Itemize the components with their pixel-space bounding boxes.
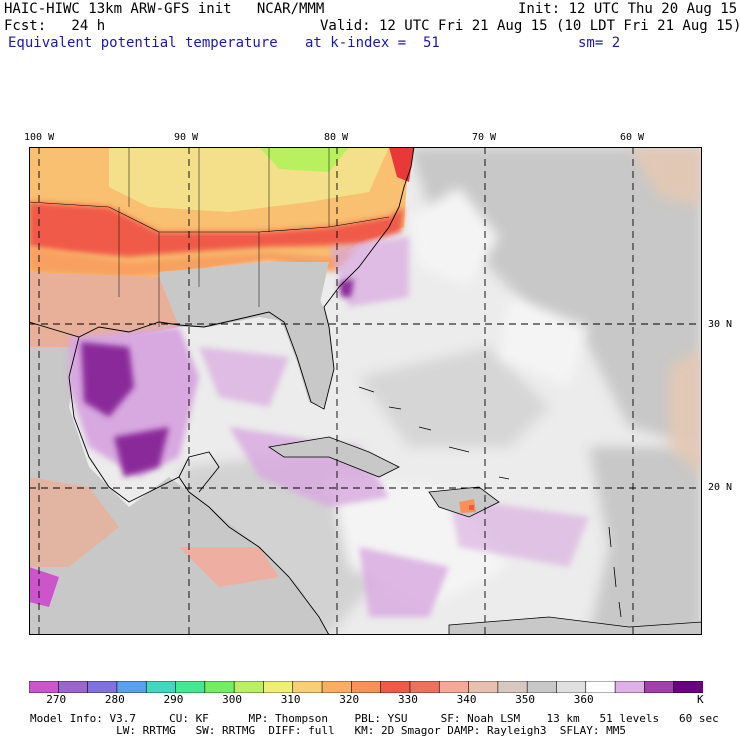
- colorbar-tick-label: 350: [515, 693, 536, 706]
- colorbar-swatch: [29, 681, 60, 693]
- hispaniola-red: [469, 505, 474, 510]
- lon-label-70w: 70 W: [472, 132, 497, 143]
- colorbar-tick-label: 360: [573, 693, 594, 706]
- colorbar-tick-label: 310: [280, 693, 301, 706]
- orange-band: [29, 247, 359, 277]
- us-green-patch: [259, 147, 349, 172]
- mid-atlantic-red: [389, 147, 414, 182]
- valid-time: Valid: 12 UTC Fri 21 Aug 15 (10 LDT Fri …: [320, 18, 740, 34]
- colorbar-swatch: [468, 681, 499, 693]
- lon-label-80w: 80 W: [324, 132, 349, 143]
- colorbar: [29, 681, 703, 693]
- colorbar-tick-label: 330: [398, 693, 418, 706]
- colorbar-swatch: [585, 681, 616, 693]
- lat-lon-grid: [29, 147, 702, 635]
- colorbar-swatch: [644, 681, 675, 693]
- cuba-land: [267, 436, 400, 478]
- theta-e-map: [29, 147, 702, 635]
- colorbar-swatch: [614, 681, 646, 693]
- colorbar-swatch: [497, 681, 528, 693]
- lon-label-60w: 60 W: [620, 132, 645, 143]
- model-title: HAIC-HIWC 13km ARW-GFS init NCAR/MMM: [4, 1, 325, 17]
- colorbar-swatch: [57, 681, 89, 693]
- colorbar-unit: K: [697, 693, 704, 706]
- colorbar-swatch: [116, 681, 148, 693]
- colorbar-swatch: [145, 681, 177, 693]
- model-info-line1: Model Info: V3.7 CU: KF MP: Thompson PBL…: [30, 712, 719, 725]
- colorbar-tick-label: 300: [222, 693, 242, 706]
- colorbar-swatch: [87, 681, 118, 693]
- peach-ocean-east: [629, 147, 702, 477]
- forecast-hour: Fcst: 24 h: [4, 18, 106, 34]
- red-band: [29, 202, 404, 257]
- map-frame: [29, 147, 702, 635]
- gulf-purple-convection: [69, 237, 589, 617]
- pacific-magenta: [29, 567, 59, 607]
- colorbar-swatch: [175, 681, 206, 693]
- smoothing: sm= 2: [578, 35, 621, 51]
- init-time: Init: 12 UTC Thu 20 Aug 15: [518, 1, 738, 17]
- colorbar-swatch: [233, 681, 265, 693]
- colorbar-swatch: [292, 681, 323, 693]
- colorbar-swatch: [380, 681, 411, 693]
- lat-label-20n: 20 N: [708, 482, 733, 493]
- colorbar-swatch: [263, 681, 294, 693]
- central-america-salmon: [179, 547, 279, 587]
- colorbar-swatch: [351, 681, 382, 693]
- model-info-line2: LW: RRTMG SW: RRTMG DIFF: full KM: 2D Sm…: [30, 724, 627, 737]
- colorbar-swatch: [556, 681, 587, 693]
- colorbar-swatch: [526, 681, 558, 693]
- colorbar-tick-label: 270: [46, 693, 67, 706]
- colorbar-swatch: [409, 681, 441, 693]
- colorbar-swatch: [204, 681, 235, 693]
- colorbar-swatch: [321, 681, 353, 693]
- lat-label-30n: 30 N: [708, 319, 733, 330]
- dark-purple-cores: [81, 279, 354, 477]
- colorbar-swatch: [673, 681, 703, 693]
- colorbar-tick-label: 340: [456, 693, 477, 706]
- colorbar-tick-label: 290: [163, 693, 184, 706]
- lon-label-100w: 100 W: [24, 132, 55, 143]
- colorbar-tick-label: 280: [104, 693, 125, 706]
- south-america-land: [448, 616, 702, 635]
- lon-label-90w: 90 W: [174, 132, 199, 143]
- mexico-peach-land: [29, 477, 119, 567]
- colorbar-swatch: [438, 681, 470, 693]
- colorbar-tick-label: 320: [339, 693, 360, 706]
- field-name: Equivalent potential temperature: [8, 35, 278, 51]
- level-index: at k-index = 51: [305, 35, 440, 51]
